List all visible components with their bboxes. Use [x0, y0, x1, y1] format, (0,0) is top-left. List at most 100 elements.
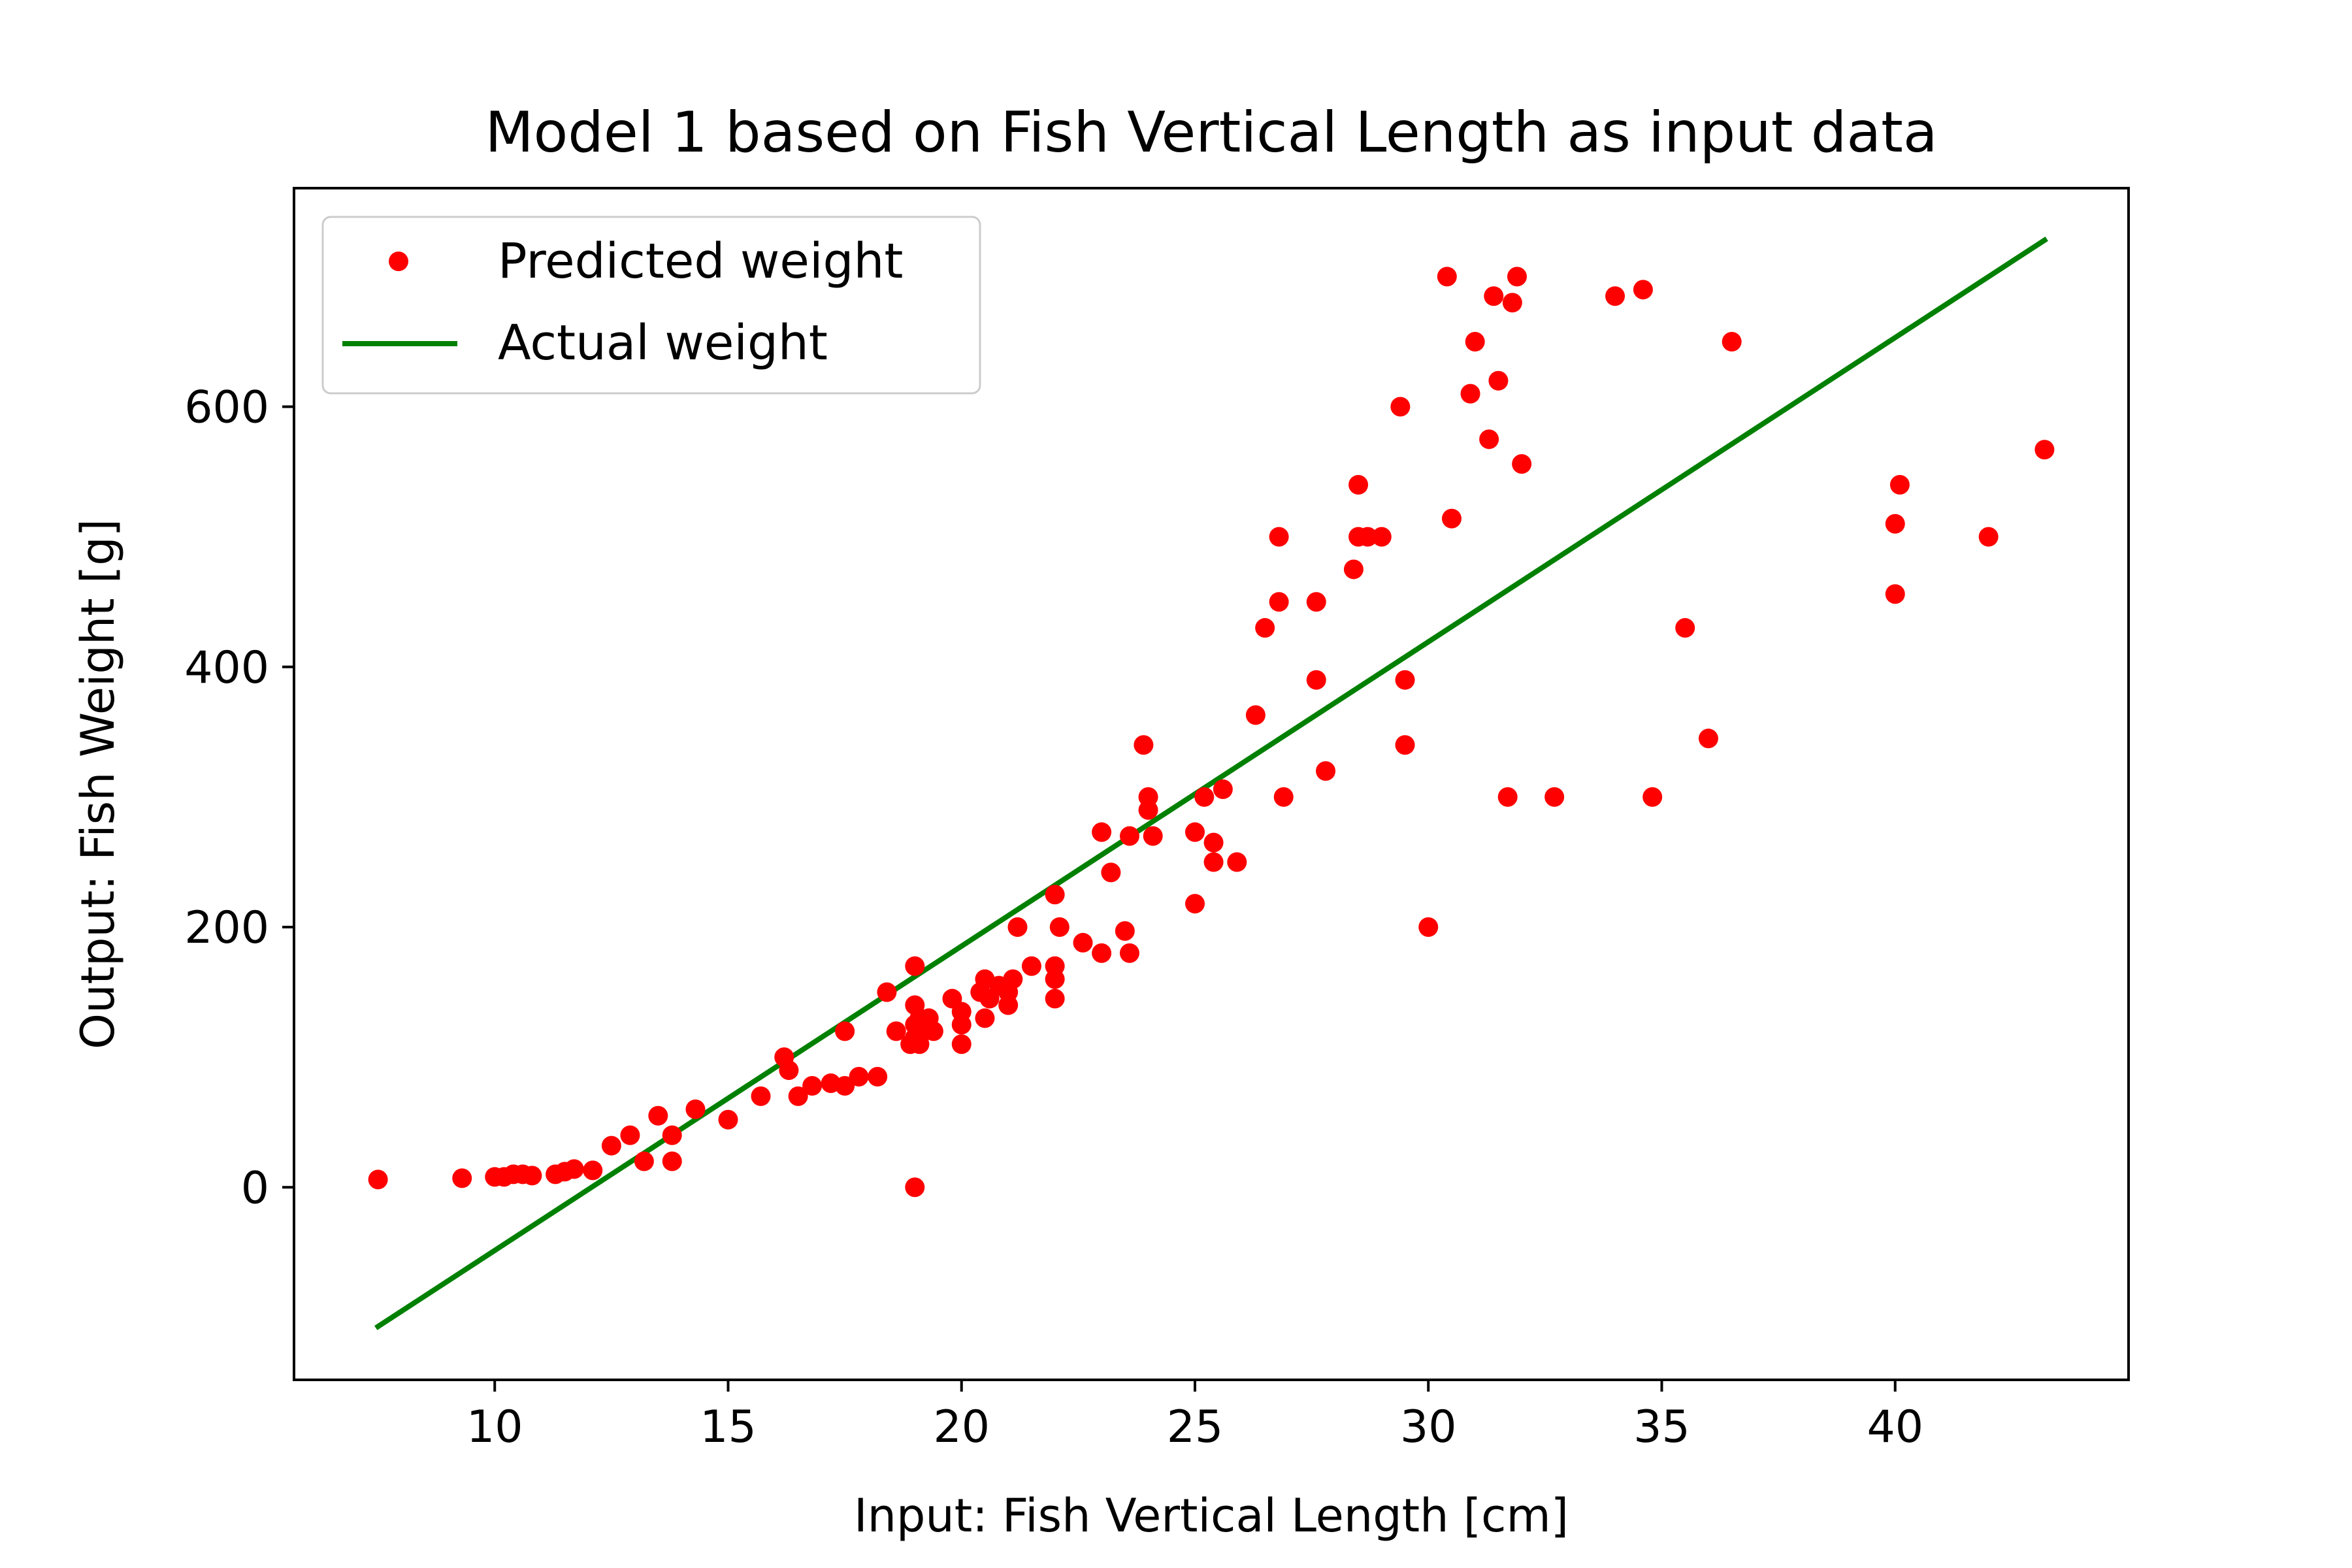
y-tick-label: 200 [184, 902, 269, 954]
predicted-weight-point [634, 1151, 654, 1171]
predicted-weight-point [662, 1151, 682, 1171]
predicted-weight-point [1497, 787, 1518, 807]
x-tick-label: 35 [1633, 1401, 1690, 1453]
predicted-weight-point [1488, 370, 1509, 391]
predicted-weight-point [1255, 618, 1275, 638]
predicted-weight-point [868, 1067, 888, 1087]
y-tick-label: 600 [184, 382, 269, 434]
predicted-weight-point [1073, 932, 1093, 953]
predicted-weight-point [564, 1159, 584, 1179]
predicted-weight-point [620, 1125, 640, 1145]
predicted-weight-point [1395, 735, 1415, 755]
predicted-weight-point [1418, 917, 1439, 938]
x-tick-label: 40 [1867, 1401, 1923, 1453]
predicted-weight-point [975, 1008, 995, 1028]
x-tick-label: 25 [1167, 1401, 1224, 1453]
predicted-weight-point [685, 1099, 706, 1119]
predicted-weight-point [1138, 800, 1158, 820]
predicted-weight-point [877, 982, 897, 1002]
predicted-weight-point [1441, 508, 1462, 529]
legend-label-predicted: Predicted weight [498, 233, 903, 289]
predicted-weight-point [1605, 286, 1625, 306]
predicted-weight-point [1484, 286, 1504, 306]
predicted-weight-point [452, 1168, 472, 1188]
predicted-weight-point [1092, 943, 1112, 963]
predicted-weight-point [1889, 475, 1910, 495]
x-tick-label: 10 [466, 1401, 523, 1453]
predicted-weight-point [1269, 592, 1289, 612]
predicted-weight-point [718, 1109, 738, 1130]
x-tick-label: 30 [1400, 1401, 1457, 1453]
predicted-weight-point [1269, 527, 1289, 547]
predicted-weight-point [1049, 917, 1070, 938]
predicted-weight-point [1194, 787, 1215, 807]
predicted-weight-point [1119, 826, 1139, 846]
predicted-weight-point [1437, 267, 1457, 287]
predicted-weight-point [905, 1177, 925, 1198]
predicted-weight-point [1512, 454, 1532, 474]
predicted-weight-point [1978, 527, 1999, 547]
legend: Predicted weight Actual weight [321, 216, 981, 395]
predicted-weight-point [1021, 956, 1041, 976]
predicted-weight-point [1479, 429, 1499, 449]
legend-box [321, 216, 981, 395]
predicted-weight-point [1203, 852, 1224, 872]
predicted-weight-point [1045, 969, 1065, 989]
predicted-weight-point [1642, 787, 1663, 807]
predicted-weight-point [601, 1135, 621, 1156]
predicted-weight-point [951, 1034, 972, 1054]
predicted-weight-point [1507, 267, 1527, 287]
predicted-weight-point [1675, 618, 1695, 638]
predicted-weight-point [1348, 475, 1369, 495]
predicted-weight-point [1134, 735, 1154, 755]
predicted-weight-point [368, 1169, 388, 1190]
predicted-weight-point [1358, 527, 1378, 547]
predicted-weight-point [1885, 584, 1905, 604]
y-tick-label: 0 [241, 1162, 269, 1214]
predicted-weight-point [886, 1021, 906, 1041]
predicted-weight-point [1465, 331, 1485, 351]
predicted-weight-point [1045, 988, 1065, 1009]
predicted-weight-point [751, 1086, 771, 1106]
predicted-weight-point [849, 1067, 869, 1087]
x-tick-label: 15 [700, 1401, 757, 1453]
predicted-weight-point [1245, 705, 1266, 725]
predicted-weight-point [835, 1075, 855, 1096]
chart-title: Model 1 based on Fish Vertical Length as… [485, 100, 1937, 165]
predicted-weight-point [1343, 559, 1364, 580]
predicted-weight-point [1273, 787, 1294, 807]
y-tick-label: 400 [184, 642, 269, 694]
legend-label-actual: Actual weight [498, 315, 828, 371]
predicted-weight-point [1306, 592, 1326, 612]
predicted-weight-point [788, 1086, 808, 1106]
predicted-weight-point [1544, 787, 1565, 807]
predicted-weight-point [1633, 280, 1653, 300]
predicted-weight-point [1045, 885, 1065, 905]
predicted-weight-point [1698, 728, 1718, 749]
predicted-weight-point [583, 1160, 603, 1181]
predicted-weight-point [1371, 527, 1392, 547]
predicted-weight-point [1203, 832, 1224, 853]
predicted-weight-point [905, 956, 925, 976]
predicted-weight-point [1460, 384, 1480, 404]
predicted-weight-point [1885, 514, 1905, 534]
predicted-weight-point [779, 1060, 799, 1081]
predicted-weight-point [1184, 822, 1205, 842]
predicted-weight-point [662, 1125, 682, 1145]
predicted-weight-point [1101, 862, 1121, 883]
y-axis-label: Output: Fish Weight [g] [71, 519, 125, 1049]
predicted-weight-point [1227, 852, 1247, 872]
legend-marker-predicted [389, 252, 408, 271]
predicted-weight-point [1306, 670, 1326, 690]
points-layer [368, 267, 2055, 1198]
predicted-weight-point [1502, 293, 1522, 313]
predicted-weight-point [1003, 969, 1023, 989]
predicted-weight-point [1316, 761, 1336, 781]
predicted-weight-point [1390, 397, 1411, 417]
fit-line-layer [374, 237, 2048, 1330]
predicted-weight-point [1722, 331, 1742, 351]
predicted-weight-point [522, 1166, 542, 1186]
predicted-weight-point [2034, 440, 2055, 460]
x-axis-label: Input: Fish Vertical Length [cm] [854, 1489, 1569, 1543]
